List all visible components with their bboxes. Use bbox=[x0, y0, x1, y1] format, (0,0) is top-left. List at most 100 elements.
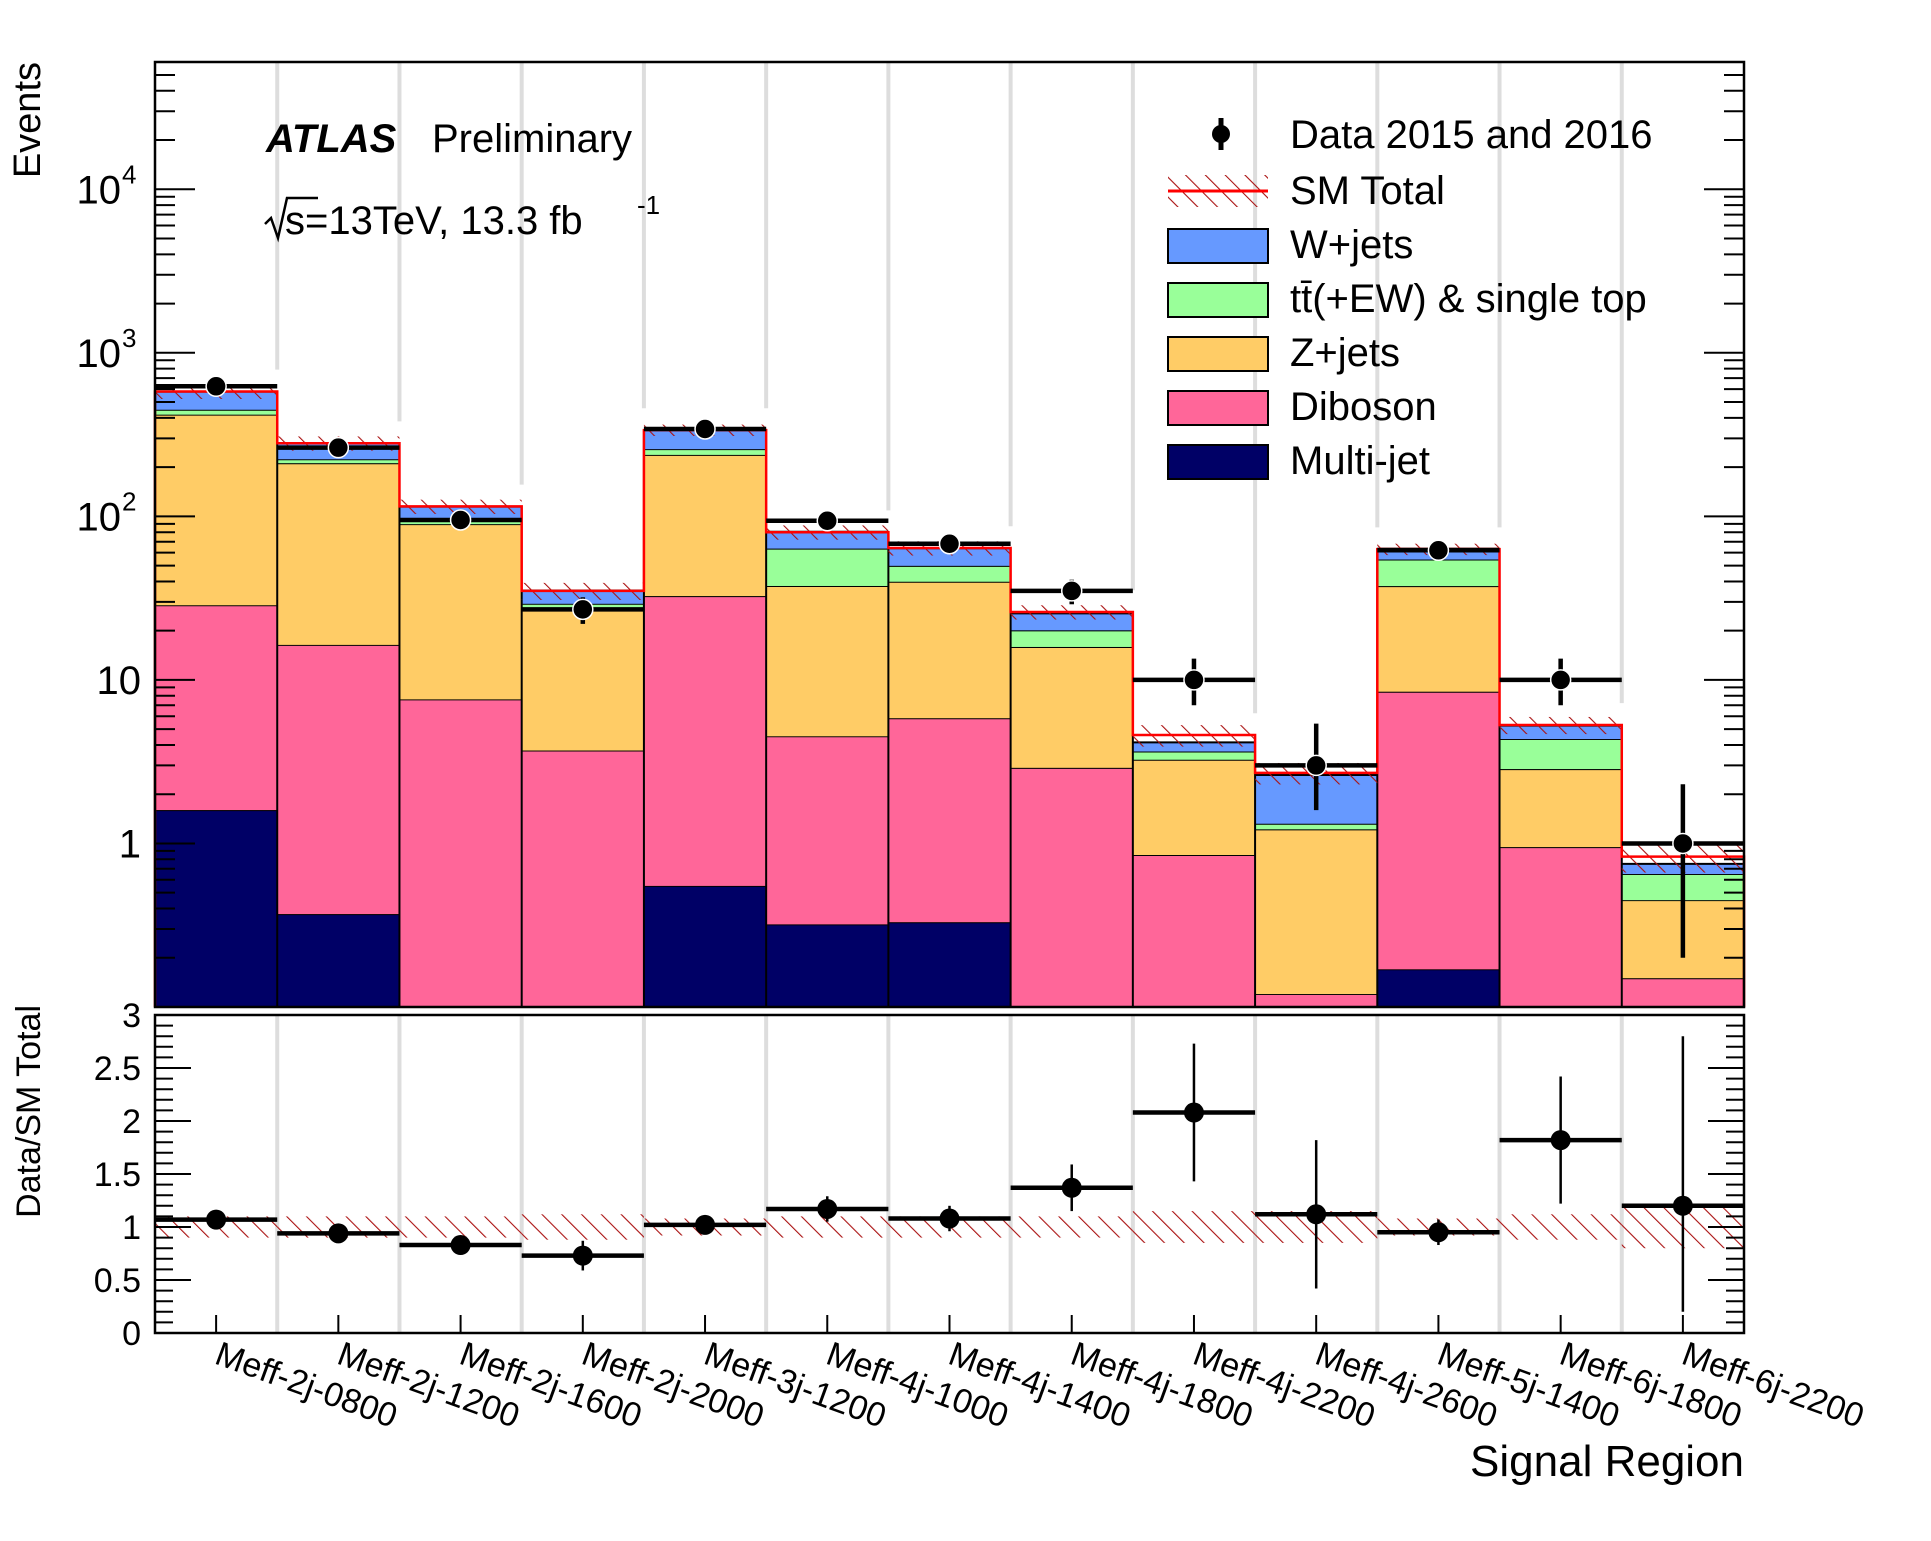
bar-tt-ew-single-top-5 bbox=[643, 449, 767, 455]
ratio-point-8 bbox=[1061, 1177, 1082, 1198]
y-tick-label-exp: 4 bbox=[122, 159, 136, 189]
energy-lumi-text: s=13TeV, 13.3 fb bbox=[285, 199, 583, 243]
category-gridlines bbox=[275, 62, 1624, 1333]
ratio-unc-9 bbox=[1132, 1211, 1256, 1243]
ratio-point-2 bbox=[328, 1223, 349, 1244]
ratio-unc-12 bbox=[1499, 1214, 1622, 1240]
lumi-exponent: -1 bbox=[637, 190, 660, 220]
legend-item-multijet: Multi-jet bbox=[1167, 439, 1430, 483]
main-data-points bbox=[155, 375, 1744, 958]
legend-label-diboson: Diboson bbox=[1290, 385, 1437, 429]
legend: Data 2015 and 2016 SM Total W+jets tt̄(+… bbox=[1167, 113, 1653, 483]
legend-label-wjets: W+jets bbox=[1290, 223, 1413, 267]
bar-z-jets-8 bbox=[1010, 646, 1133, 768]
legend-item-zjets: Z+jets bbox=[1167, 331, 1400, 375]
bar-diboson-12 bbox=[1499, 847, 1622, 1007]
main-bars bbox=[154, 390, 1744, 1007]
ratio-y-axis-title: Data/SM Total bbox=[10, 1005, 48, 1218]
atlas-experiment-label: ATLAS bbox=[265, 117, 397, 161]
bar-multi-jet-2 bbox=[277, 914, 400, 1007]
bar-z-jets-3 bbox=[399, 524, 522, 700]
ratio-point-9 bbox=[1183, 1102, 1204, 1123]
legend-label-ttbar: tt̄(+EW) & single top bbox=[1290, 277, 1647, 321]
ratio-unc-6 bbox=[766, 1216, 889, 1238]
ratio-y-tick-label: 1.5 bbox=[94, 1156, 141, 1194]
legend-item-diboson: Diboson bbox=[1167, 385, 1437, 429]
data-point-3 bbox=[449, 509, 472, 531]
y-tick-label-exp: 3 bbox=[122, 323, 136, 353]
bar-w-jets-9 bbox=[1132, 742, 1256, 752]
bar-z-jets-7 bbox=[888, 581, 1011, 719]
bar-tt-ew-single-top-1 bbox=[155, 409, 278, 415]
legend-item-data: Data 2015 and 2016 bbox=[1212, 113, 1653, 157]
y-tick-label: 10 bbox=[97, 659, 142, 703]
bar-diboson-13 bbox=[1621, 978, 1744, 1007]
legend-label-data: Data 2015 and 2016 bbox=[1290, 113, 1653, 157]
atlas-status-label: Preliminary bbox=[432, 117, 632, 161]
data-point-4 bbox=[572, 598, 594, 621]
ratio-point-6 bbox=[817, 1198, 838, 1219]
data-point-8 bbox=[1060, 580, 1083, 602]
bar-diboson-9 bbox=[1132, 854, 1256, 1007]
ratio-point-13 bbox=[1672, 1195, 1693, 1216]
ratio-frame bbox=[153, 1013, 1746, 1335]
legend-item-sm-total: SM Total bbox=[1168, 169, 1445, 213]
data-point-12 bbox=[1549, 669, 1572, 691]
main-frame bbox=[153, 60, 1746, 1009]
legend-label-multijet: Multi-jet bbox=[1290, 439, 1430, 483]
bar-multi-jet-5 bbox=[643, 885, 767, 1007]
bar-tt-ew-single-top-6 bbox=[766, 548, 889, 586]
y-tick-label: 10 bbox=[77, 495, 122, 539]
ratio-unc-4 bbox=[521, 1214, 644, 1240]
ratio-point-11 bbox=[1428, 1222, 1449, 1243]
ratio-point-7 bbox=[939, 1208, 960, 1229]
bar-z-jets-10 bbox=[1255, 829, 1378, 995]
sqrt-symbol bbox=[264, 196, 318, 243]
legend-item-ttbar: tt̄(+EW) & single top bbox=[1167, 277, 1647, 321]
bar-z-jets-6 bbox=[766, 585, 889, 737]
bar-z-jets-5 bbox=[643, 454, 767, 597]
bar-tt-ew-single-top-12 bbox=[1499, 739, 1622, 770]
data-point-5 bbox=[694, 418, 716, 440]
bar-tt-ew-single-top-7 bbox=[888, 565, 1011, 582]
ttbar-swatch bbox=[1167, 282, 1269, 318]
bar-tt-ew-single-top-9 bbox=[1132, 751, 1256, 760]
data-point-6 bbox=[816, 510, 839, 532]
bar-multi-jet-6 bbox=[766, 924, 889, 1007]
data-point-7 bbox=[938, 533, 961, 555]
ratio-point-12 bbox=[1550, 1130, 1571, 1151]
y-tick-label: 10 bbox=[77, 332, 122, 376]
bar-tt-ew-single-top-2 bbox=[277, 459, 400, 464]
ratio-point-5 bbox=[695, 1214, 716, 1235]
x-axis-title: Signal Region bbox=[1470, 1437, 1744, 1486]
legend-item-wjets: W+jets bbox=[1167, 223, 1413, 267]
bar-z-jets-2 bbox=[277, 463, 400, 645]
bar-tt-ew-single-top-8 bbox=[1010, 630, 1133, 647]
data-point-11 bbox=[1427, 539, 1450, 562]
bar-z-jets-4 bbox=[521, 607, 644, 751]
bar-multi-jet-11 bbox=[1377, 969, 1500, 1007]
ratio-point-1 bbox=[206, 1209, 227, 1230]
bar-diboson-11 bbox=[1377, 691, 1500, 970]
y-tick-label: 1 bbox=[119, 822, 141, 866]
bar-diboson-5 bbox=[643, 596, 767, 886]
bar-diboson-3 bbox=[399, 699, 522, 1007]
wjets-swatch bbox=[1167, 228, 1269, 264]
ratio-point-10 bbox=[1306, 1204, 1327, 1225]
ratio-unc-3 bbox=[399, 1216, 522, 1238]
ratio-y-tick-label: 2 bbox=[122, 1103, 141, 1141]
bar-z-jets-9 bbox=[1132, 759, 1256, 855]
ratio-point-3 bbox=[450, 1235, 471, 1256]
bar-diboson-10 bbox=[1255, 994, 1378, 1007]
bar-diboson-8 bbox=[1010, 767, 1133, 1007]
atlas-label: ATLAS Preliminary bbox=[265, 117, 632, 161]
data-point-10 bbox=[1305, 754, 1327, 777]
bar-z-jets-12 bbox=[1499, 769, 1622, 848]
ratio-y-tick-label: 2.5 bbox=[94, 1050, 141, 1088]
diboson-swatch bbox=[1167, 390, 1269, 426]
data-point-2 bbox=[327, 436, 350, 459]
legend-label-zjets: Z+jets bbox=[1290, 331, 1400, 375]
ratio-point-4 bbox=[572, 1245, 593, 1266]
